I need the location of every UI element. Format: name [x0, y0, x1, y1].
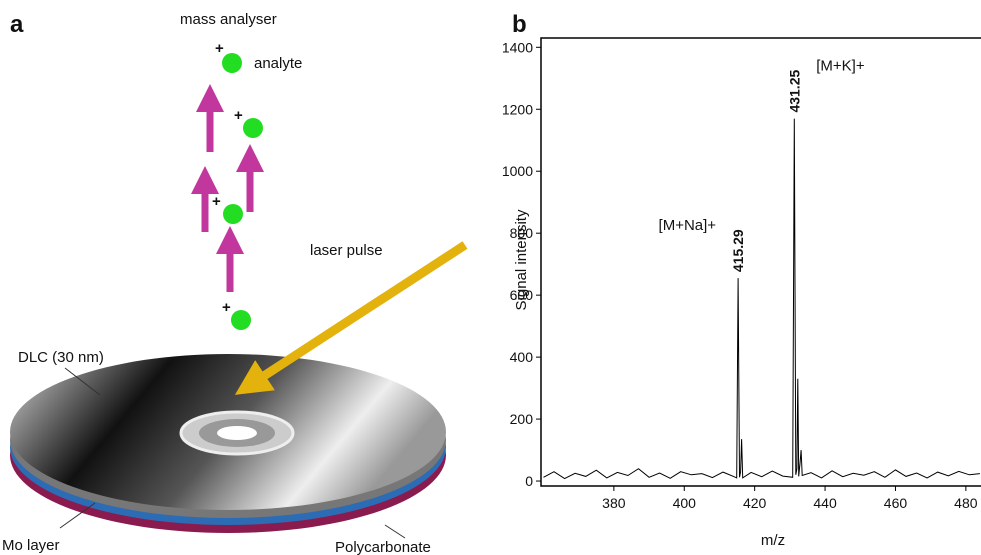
y-tick-label: 0 [525, 473, 533, 489]
spectrum-line [543, 118, 980, 480]
panel-label: b [512, 11, 527, 38]
peak-label: 415.29 [730, 229, 746, 272]
y-tick-label: 200 [510, 411, 534, 427]
peak-label: 431.25 [786, 70, 802, 113]
y-axis-label: Signal intensity [513, 209, 530, 310]
label: laser pulse [310, 242, 383, 259]
ion-label: [M+K]+ [816, 58, 865, 75]
hole [217, 426, 257, 440]
y-tick-label: 400 [510, 349, 534, 365]
y-tick-label: 1000 [502, 163, 533, 179]
x-tick-label: 380 [602, 495, 626, 511]
plot-frame [540, 37, 981, 487]
charge: + [212, 193, 221, 210]
x-tick-label: 480 [954, 495, 978, 511]
y-tick-label: 800 [510, 225, 534, 241]
x-tick-label: 400 [673, 495, 697, 511]
y-tick-label: 600 [510, 287, 534, 303]
label: mass analyser [180, 11, 277, 28]
label: Polycarbonate [335, 539, 431, 555]
x-axis-label: m/z [761, 532, 785, 549]
x-tick-label: 420 [743, 495, 767, 511]
ion-label: [M+Na]+ [659, 217, 717, 234]
charge: + [222, 299, 231, 316]
plot: 0 200 400 600 800 1000 1200 1400 380 400 420 440 460… [502, 37, 981, 511]
x-tick-label: 440 [813, 495, 837, 511]
panel-a: a mass analyser analyte + + + + laser pu… [2, 11, 468, 555]
panel-label: a [10, 11, 24, 38]
label: analyte [254, 55, 302, 72]
label: Mo layer [2, 537, 60, 554]
label: DLC (30 nm) [18, 349, 104, 366]
ion-arrows [191, 84, 264, 292]
y-tick-label: 1200 [502, 101, 533, 117]
charge: + [234, 107, 243, 124]
ions [222, 53, 263, 330]
charge: + [215, 40, 224, 57]
y-tick-label: 1400 [502, 39, 533, 55]
x-tick-label: 460 [884, 495, 908, 511]
laser-arrow [234, 241, 468, 395]
